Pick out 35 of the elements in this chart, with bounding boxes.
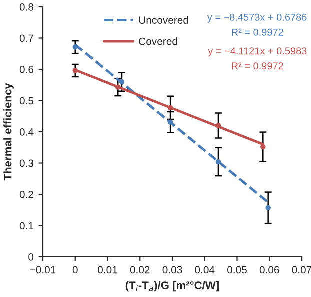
y-tick-label: 0.8 xyxy=(20,4,34,11)
x-tick-label: 0.05 xyxy=(228,266,247,274)
point xyxy=(216,159,222,165)
point xyxy=(260,144,266,150)
point xyxy=(72,68,78,74)
point xyxy=(168,120,174,125)
x-tick-label: 0.06 xyxy=(260,266,280,274)
x-axis-title: (T$_{i}$-T$_{a}$)/G [m²°C/W] xyxy=(126,281,219,292)
annotation: y = −8.4573x + 0.6786 xyxy=(207,14,307,23)
y-tick-label: 0.7 xyxy=(20,34,34,42)
legend-label: Uncovered xyxy=(139,16,188,24)
y-tick-label: 0.5 xyxy=(20,97,34,105)
annotation: y = −4.1121x + 0.5983 xyxy=(208,48,307,57)
y-tick-label: 0.1 xyxy=(20,222,34,230)
y-tick-label: 0.4 xyxy=(20,128,34,136)
legend-label: Covered xyxy=(139,38,178,46)
x-tick-label: 0.01 xyxy=(98,266,118,274)
annotation: R² = 0.9972 xyxy=(232,62,284,70)
y-tick-label: 0.6 xyxy=(20,66,34,74)
x-tick-label: 0 xyxy=(72,266,78,274)
point xyxy=(266,205,271,211)
x-tick-label: 0.04 xyxy=(195,266,215,274)
y-tick-label: 0.3 xyxy=(20,160,34,168)
x-tick-label: 0.03 xyxy=(162,266,182,274)
point xyxy=(216,123,222,128)
annotation: R² = 0.9972 xyxy=(232,28,284,36)
y-tick-label: 0.2 xyxy=(20,191,34,198)
point xyxy=(168,105,174,111)
point xyxy=(116,84,121,90)
x-tick-label: 0.02 xyxy=(130,266,150,274)
y-tick-label: 0 xyxy=(28,254,34,261)
point xyxy=(72,44,78,50)
point xyxy=(119,79,125,85)
x-tick-label: −0.01 xyxy=(30,266,56,274)
y-axis-title: Thermal efficiency xyxy=(4,83,14,181)
